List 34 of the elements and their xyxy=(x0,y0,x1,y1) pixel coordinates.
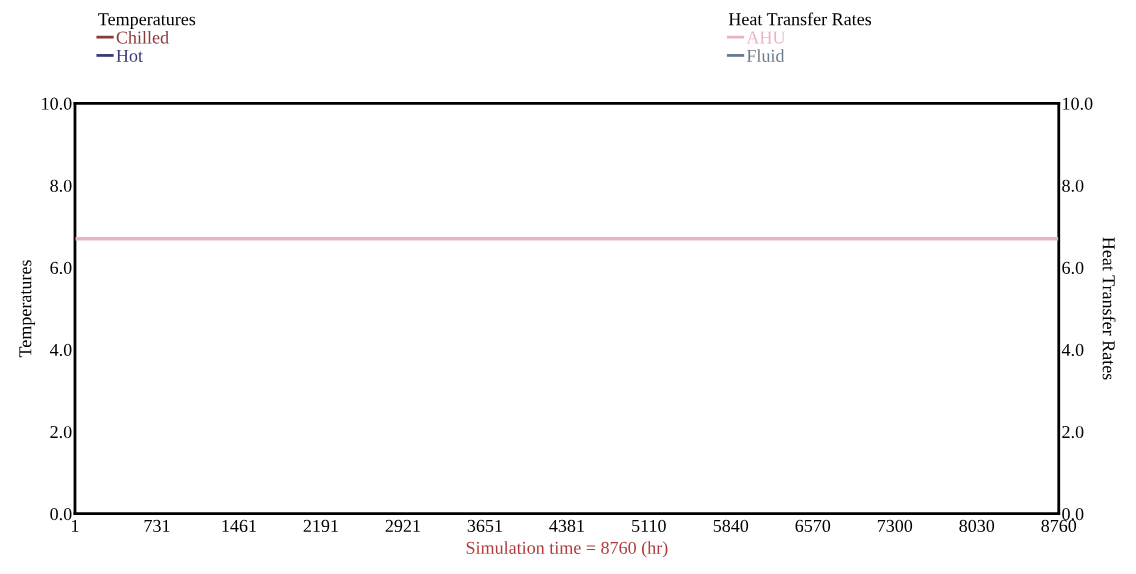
x-tick-label: 6570 xyxy=(795,519,831,532)
text: Temperatures xyxy=(98,13,196,30)
legend-label: Fluid xyxy=(746,49,785,62)
y2-axis-title: Heat Transfer Rates xyxy=(1102,237,1116,380)
x-tick-label: 731 xyxy=(144,519,170,532)
x-tick-label: 2921 xyxy=(385,519,420,532)
x-tick-label: 2191 xyxy=(303,519,338,532)
x-tick-label: 4381 xyxy=(549,519,584,532)
legend-label: Chilled xyxy=(116,30,169,44)
y2-tick-label: 10.0 xyxy=(1063,97,1093,110)
y2-tick-label: 8.0 xyxy=(1062,179,1084,192)
x-axis-title: Simulation time = 8760 (hr) xyxy=(466,541,668,558)
y2-tick-label: 6.0 xyxy=(1062,261,1084,275)
y2-tick-label: 2.0 xyxy=(1062,425,1084,439)
x-tick-label: 5840 xyxy=(713,519,749,532)
legend-label: Hot xyxy=(116,49,143,62)
y2-tick-label: 4.0 xyxy=(1061,343,1084,357)
x-tick-label: 3651 xyxy=(467,519,502,532)
x-tick-label: 1 xyxy=(72,519,79,532)
x-tick-label: 8030 xyxy=(959,519,995,532)
y2-tick-label: 0.0 xyxy=(1062,507,1084,521)
y-tick-label: 6.0 xyxy=(50,261,72,275)
x-tick-label: 7300 xyxy=(877,519,913,532)
y-tick-label: 10.0 xyxy=(42,97,72,110)
x-tick-label: 5110 xyxy=(632,519,666,532)
y-tick-label: 0.0 xyxy=(50,507,72,521)
x-tick-label: 8760 xyxy=(1041,519,1077,532)
text: Heat Transfer Rates xyxy=(728,12,872,26)
y-axis-title: Temperatures xyxy=(19,260,36,358)
y-tick-label: 2.0 xyxy=(50,425,72,439)
legend-label: AHU xyxy=(746,31,786,44)
y-tick-label: 4.0 xyxy=(49,343,72,357)
x-tick-label: 1461 xyxy=(222,519,256,532)
y-tick-label: 8.0 xyxy=(50,179,72,192)
